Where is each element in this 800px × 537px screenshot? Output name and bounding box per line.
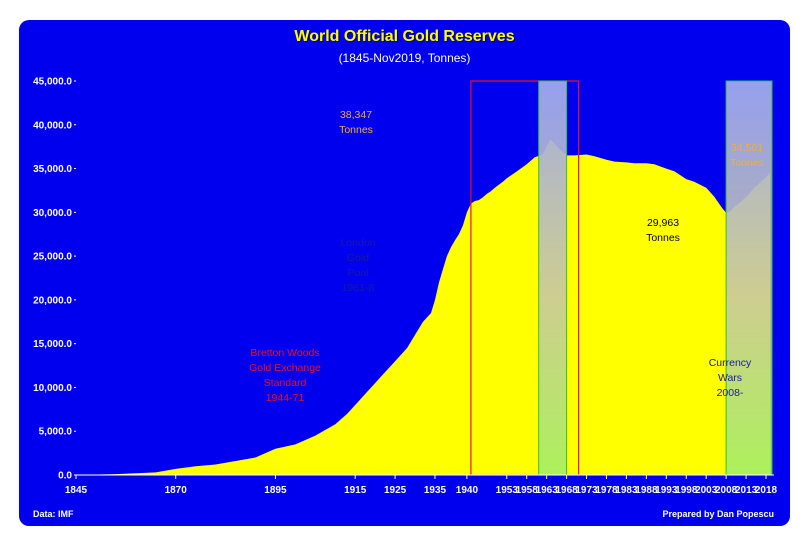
annotation-low-2008-unit: Tonnes (646, 232, 680, 244)
london-gold-pool-line1: London (340, 237, 376, 249)
annotation-london-gold-pool: London Gold Pool 1961-8 (331, 236, 385, 296)
x-tick-label: 1935 (424, 485, 447, 496)
bretton-woods-line4: 1944-71 (265, 392, 305, 404)
y-tick-label: 15,000.0 (33, 339, 72, 350)
chart-subtitle: (1845-Nov2019, Tonnes) (338, 51, 471, 65)
y-tick-label: 5,000.0 (39, 427, 73, 438)
y-tick-label: 0.0 (58, 471, 72, 482)
currency-wars-line1: Currency (708, 357, 752, 369)
bretton-woods-line2: Gold Exchange (249, 362, 321, 374)
chart-credit: Prepared by Dan Popescu (662, 509, 774, 519)
london-gold-pool-line4: 1961-8 (341, 282, 375, 294)
x-tick-label: 1978 (595, 485, 618, 496)
y-tick-label: 25,000.0 (33, 252, 72, 263)
x-tick-label: 1993 (655, 485, 678, 496)
annotation-pool-peak: 38,347 Tonnes (331, 108, 381, 138)
x-tick-label: 2008 (715, 485, 738, 496)
x-tick-label: 1958 (516, 485, 539, 496)
annotation-recent-peak-value: 34,501 (730, 142, 764, 154)
y-tick-label: 10,000.0 (33, 383, 72, 394)
x-tick-label: 1973 (575, 485, 598, 496)
gold-reserves-area (76, 139, 770, 476)
annotation-pool-peak-value: 38,347 (339, 109, 373, 121)
x-tick-label: 1998 (675, 485, 698, 496)
y-tick-label: 35,000.0 (33, 164, 72, 175)
x-axis-ticks: 1845 1870 1895 1915 1925 1935 1940 195319581963… (65, 475, 778, 496)
chart-svg: 0.0 5,000.0 10,000.0 15,000.0 20,000.0 25,000… (33, 77, 778, 497)
x-tick-label: 1963 (536, 485, 559, 496)
y-tick-label: 30,000.0 (33, 208, 72, 219)
x-tick-label: 1845 (65, 485, 88, 496)
annotation-low-2008-value: 29,963 (646, 217, 680, 229)
bretton-woods-line3: Standard (263, 377, 307, 389)
chart-title: World Official Gold Reserves (294, 28, 515, 45)
x-tick-label: 1953 (496, 485, 519, 496)
x-tick-label: 1870 (165, 485, 188, 496)
x-tick-label: 1940 (456, 485, 479, 496)
currency-wars-band (725, 80, 773, 476)
chart-frame: 0.0 5,000.0 10,000.0 15,000.0 20,000.0 25,000… (19, 20, 790, 526)
y-axis-ticks: 0.0 5,000.0 10,000.0 15,000.0 20,000.0 25,000… (33, 77, 76, 482)
x-tick-label: 1915 (344, 485, 367, 496)
x-tick-label: 1925 (384, 485, 407, 496)
x-tick-label: 1983 (615, 485, 638, 496)
x-tick-label: 1895 (264, 485, 287, 496)
annotation-bretton-woods: Bretton Woods Gold Exchange Standard 194… (235, 346, 335, 406)
annotation-low-2008: 29,963 Tonnes (633, 216, 693, 246)
x-tick-label: 2003 (695, 485, 718, 496)
london-gold-pool-band (538, 80, 568, 476)
annotation-recent-peak: 34,501 Tonnes (722, 141, 772, 171)
y-tick-label: 20,000.0 (33, 295, 72, 306)
currency-wars-line3: 2008- (716, 387, 744, 399)
x-tick-label: 2018 (755, 485, 778, 496)
annotation-currency-wars: Currency Wars 2008- (693, 356, 767, 401)
annotation-pool-peak-unit: Tonnes (339, 124, 373, 136)
x-tick-label: 2013 (735, 485, 758, 496)
y-tick-label: 40,000.0 (33, 120, 72, 131)
x-tick-label: 1988 (635, 485, 658, 496)
y-tick-label: 45,000.0 (33, 77, 72, 88)
annotation-recent-peak-unit: Tonnes (730, 157, 764, 169)
x-tick-label: 1968 (555, 485, 578, 496)
highlight-bands (470, 80, 773, 476)
data-source: Data: IMF (33, 509, 74, 519)
london-gold-pool-line2: Gold (346, 252, 370, 264)
currency-wars-line2: Wars (717, 372, 743, 384)
london-gold-pool-line3: Pool (347, 267, 369, 279)
bretton-woods-line1: Bretton Woods (250, 347, 320, 359)
